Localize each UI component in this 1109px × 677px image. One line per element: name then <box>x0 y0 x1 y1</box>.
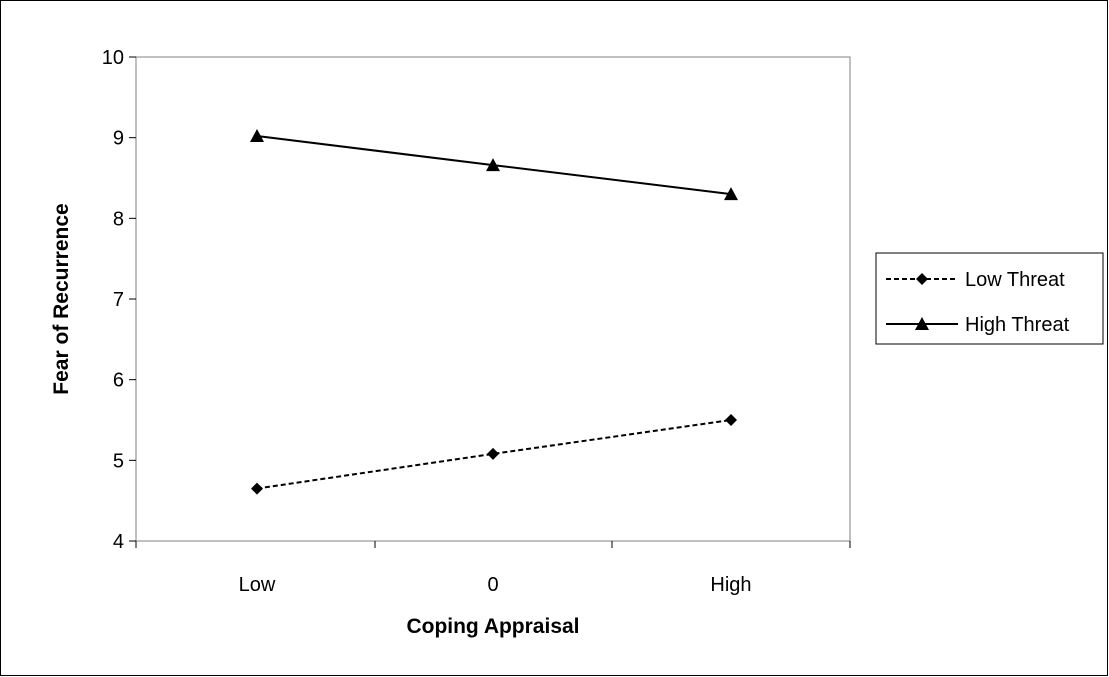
y-tick-label: 6 <box>113 370 124 392</box>
y-tick-label: 5 <box>113 450 124 472</box>
legend: Low Threat High Threat <box>875 252 1104 345</box>
x-tick-label: High <box>710 574 751 596</box>
x-tick-label: 0 <box>487 574 498 596</box>
legend-label-low-threat: Low Threat <box>965 269 1065 291</box>
series-high-threat <box>250 129 738 201</box>
y-tick-label: 7 <box>113 289 124 311</box>
legend-entry-high-threat: High Threat <box>886 314 1070 336</box>
x-tick-label: Low <box>239 574 276 596</box>
data-point-low-threat <box>725 414 737 426</box>
y-tick-label: 4 <box>113 531 124 553</box>
data-point-high-threat <box>724 187 738 201</box>
data-point-low-threat <box>251 482 263 495</box>
data-point-low-threat <box>487 447 499 460</box>
x-axis: Low 0 High <box>135 541 851 596</box>
legend-box <box>875 252 1104 345</box>
data-point-high-threat <box>250 129 264 143</box>
y-axis-title: Fear of Recurrence <box>50 203 73 394</box>
legend-label-high-threat: High Threat <box>965 314 1070 336</box>
data-point-high-threat <box>486 158 500 172</box>
series-low-threat <box>251 414 737 495</box>
y-tick-label: 8 <box>113 208 124 230</box>
series-layer <box>250 129 738 495</box>
y-tick-label: 10 <box>102 47 124 69</box>
legend-marker-low-threat <box>916 273 928 285</box>
y-axis: 4 5 6 7 8 9 10 <box>102 47 136 553</box>
y-tick-label: 9 <box>113 128 124 150</box>
legend-marker-high-threat <box>915 317 929 330</box>
x-axis-title: Coping Appraisal <box>406 615 579 638</box>
legend-entry-low-threat: Low Threat <box>886 269 1065 291</box>
